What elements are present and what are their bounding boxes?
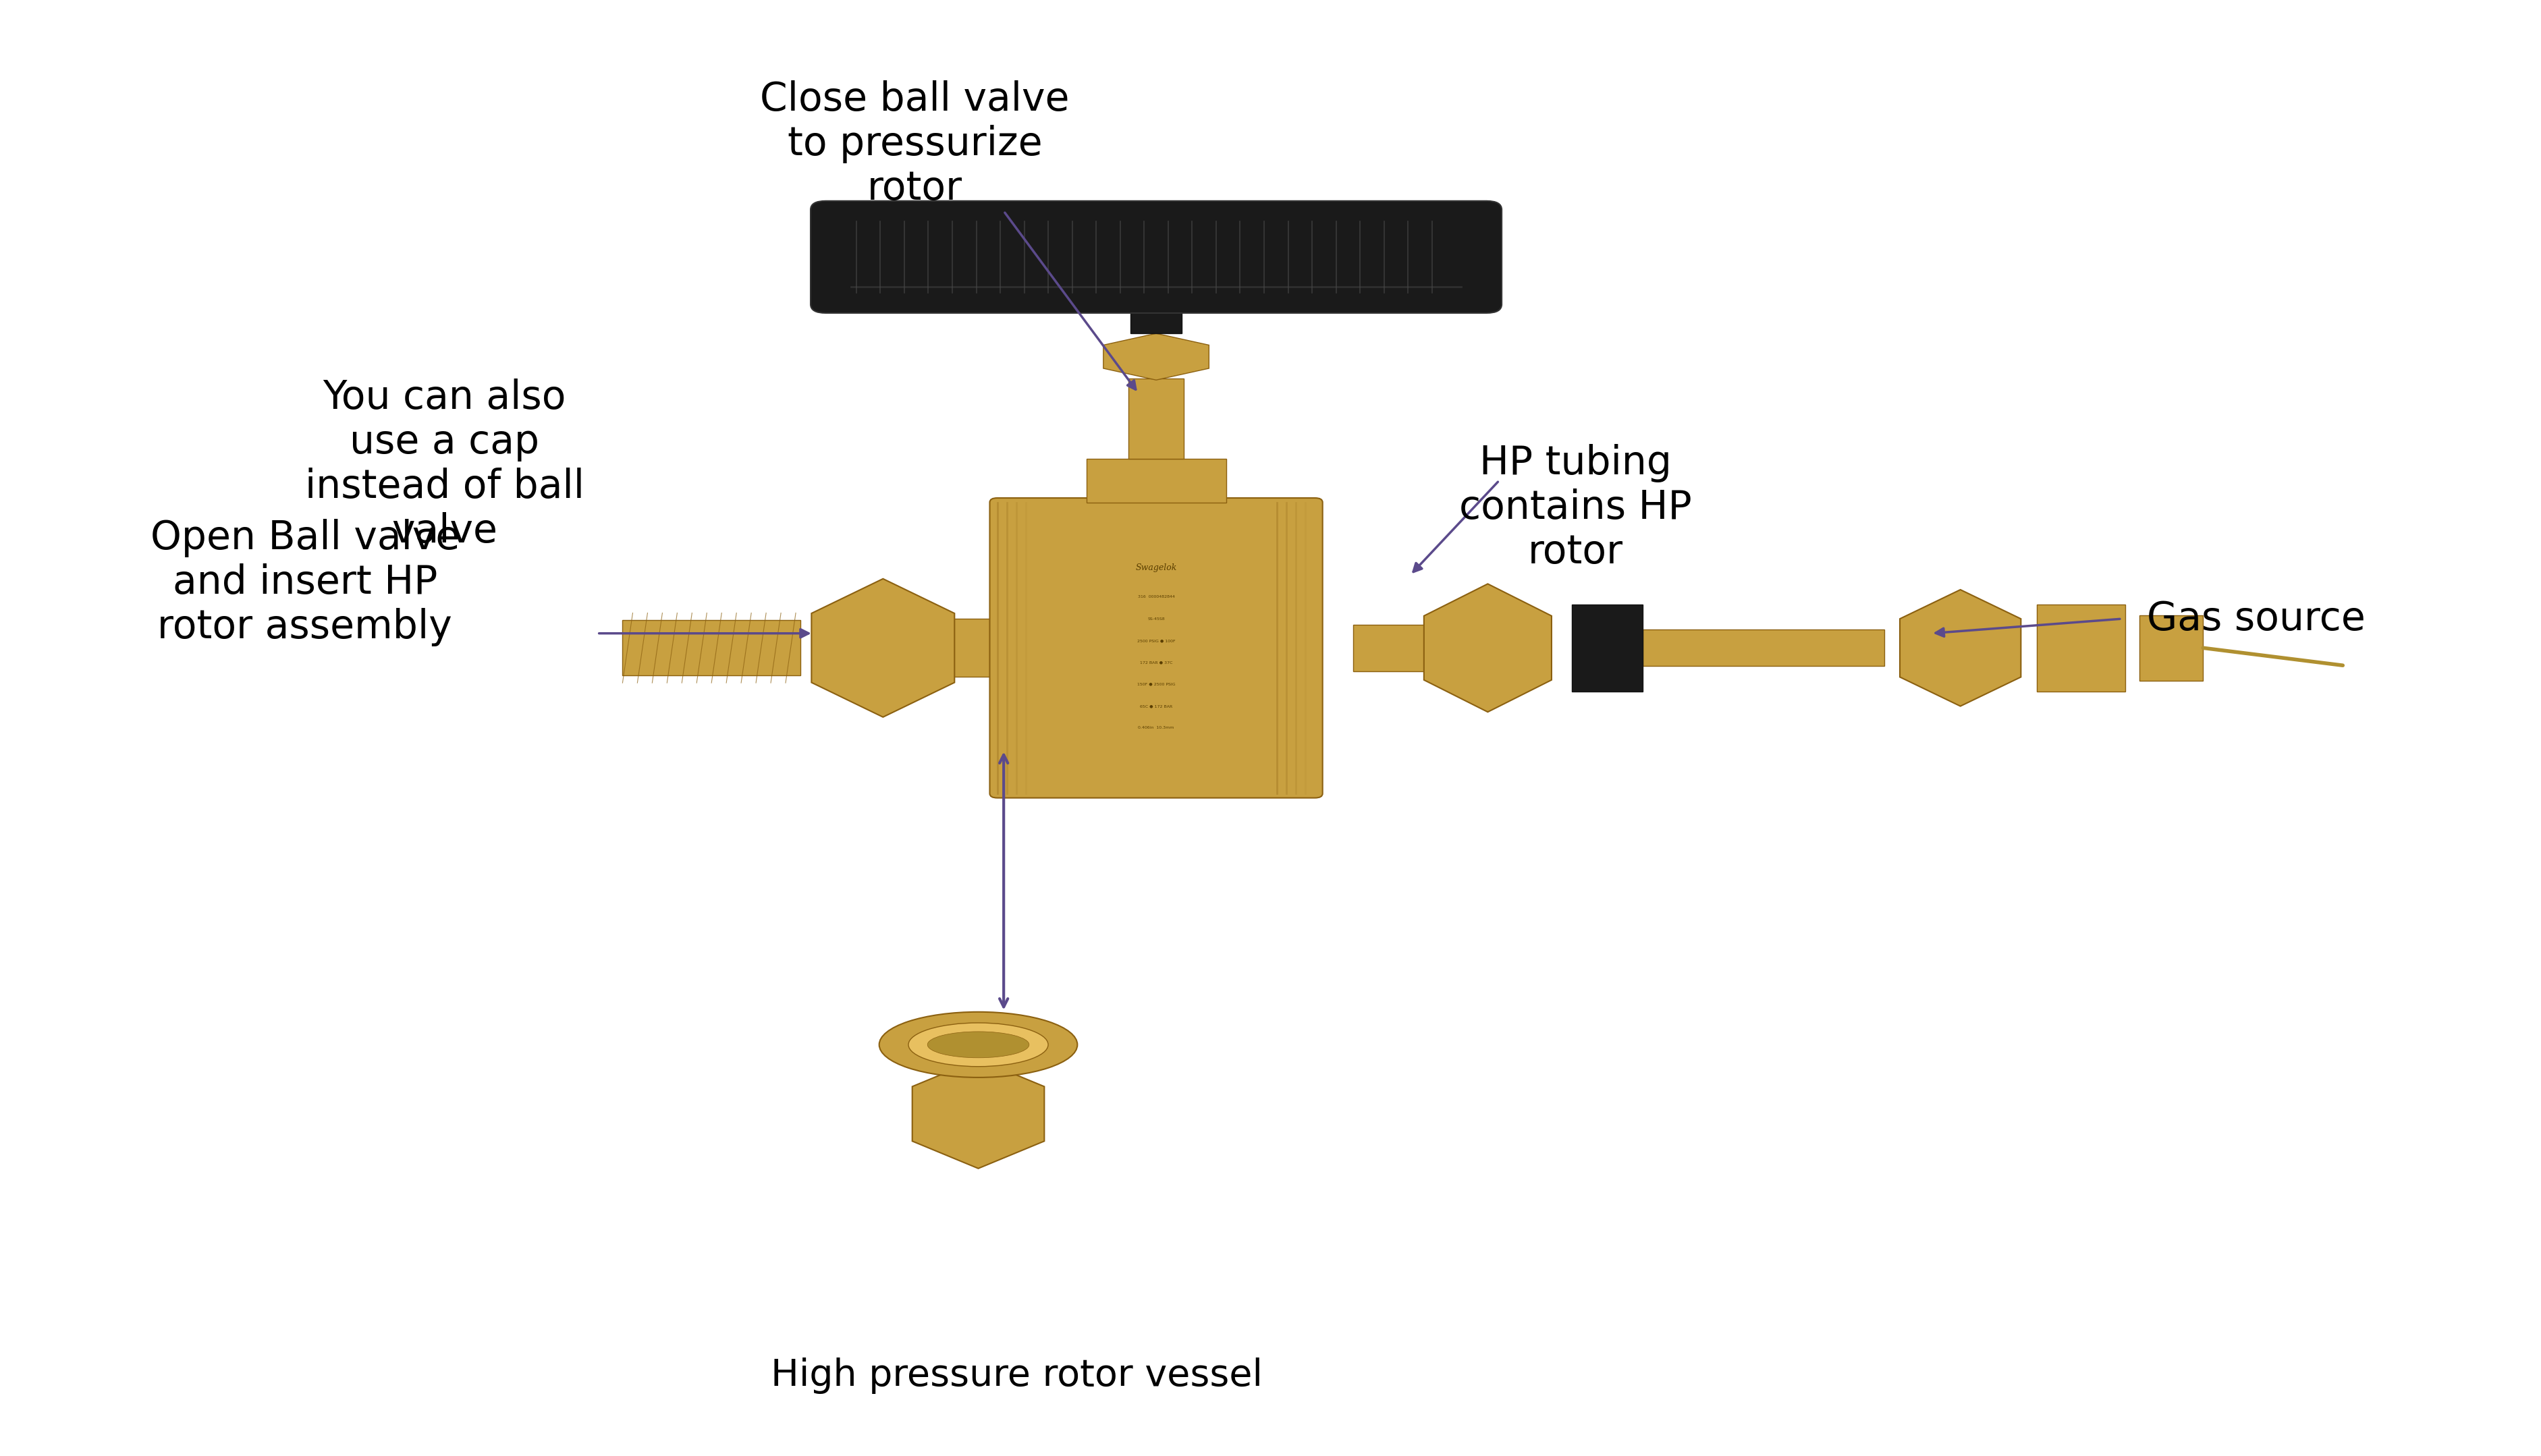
Text: 0.406in  10.3mm: 0.406in 10.3mm [1138,727,1174,729]
Text: 316  0000482844: 316 0000482844 [1138,596,1174,598]
Bar [1644,629,1885,665]
Bar [1131,304,1182,333]
Text: Gas source: Gas source [2147,600,2366,638]
Text: Open Ball valve
and insert HP
rotor assembly: Open Ball valve and insert HP rotor asse… [150,518,460,646]
Ellipse shape [927,1031,1029,1057]
Bar [623,620,800,676]
FancyBboxPatch shape [988,498,1321,798]
Polygon shape [811,578,955,716]
Bar [935,619,996,677]
Bar [1354,625,1431,671]
Polygon shape [912,1060,1044,1168]
Text: 2500 PSIG ● 100F: 2500 PSIG ● 100F [1136,639,1176,642]
Text: 172 BAR ● 37C: 172 BAR ● 37C [1141,661,1171,664]
Text: Close ball valve
to pressurize
rotor: Close ball valve to pressurize rotor [760,80,1070,208]
Ellipse shape [910,1022,1047,1066]
Polygon shape [1423,584,1553,712]
Text: 150F ● 2500 PSIG: 150F ● 2500 PSIG [1136,683,1176,686]
Text: SS-45S8: SS-45S8 [1149,617,1164,620]
Text: You can also
use a cap
instead of ball
valve: You can also use a cap instead of ball v… [305,379,584,550]
Text: 65C ● 172 BAR: 65C ● 172 BAR [1141,705,1171,708]
Ellipse shape [879,1012,1077,1077]
FancyBboxPatch shape [811,201,1502,313]
Text: HP tubing
contains HP
rotor: HP tubing contains HP rotor [1459,444,1692,572]
Bar [1573,604,1644,692]
Bar [2140,614,2203,680]
Bar [1128,379,1184,459]
Bar [2038,604,2127,692]
Text: High pressure rotor vessel: High pressure rotor vessel [770,1357,1263,1395]
Text: Swagelok: Swagelok [1136,563,1176,572]
Polygon shape [1103,333,1210,380]
Bar [1085,459,1225,502]
Polygon shape [1901,590,2020,706]
